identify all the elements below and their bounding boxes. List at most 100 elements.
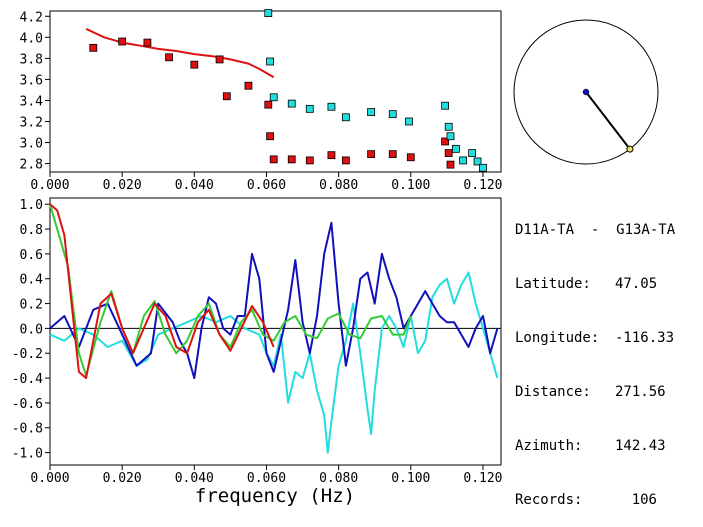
red-point <box>269 155 278 164</box>
red-point <box>444 149 453 157</box>
red-point <box>341 156 350 165</box>
info-value: 47.05 <box>615 276 658 292</box>
x-tick-label: 0.080 <box>319 471 358 486</box>
cyan-point <box>388 110 397 119</box>
x-tick-label: 0.040 <box>175 471 214 486</box>
x-tick-label: 0.100 <box>391 471 430 486</box>
x-tick-label: 0.000 <box>30 178 69 193</box>
compass-circle <box>513 19 659 165</box>
info-label: Azimuth: <box>515 438 583 454</box>
y-tick-label: 3.4 <box>20 94 44 109</box>
cyan-point <box>444 122 453 131</box>
red-point <box>244 81 253 90</box>
cyan-point <box>327 102 336 111</box>
x-tick-label: 0.100 <box>391 178 430 193</box>
azimuth-needle <box>585 91 631 150</box>
info-value: 271.56 <box>615 384 666 400</box>
correlation-plot-frame <box>49 197 502 466</box>
cyan-point <box>287 99 296 108</box>
cyan-point <box>266 57 274 66</box>
y-tick-label: 3.8 <box>20 52 43 67</box>
correlation-series <box>49 203 499 454</box>
cyan-point <box>405 117 413 126</box>
y-tick-label: 4.0 <box>20 31 43 46</box>
info-label: Records: <box>515 492 583 508</box>
y-tick-label: 3.2 <box>20 115 43 130</box>
y-tick-label: 3.6 <box>20 73 43 88</box>
y-tick-label: 0.4 <box>20 273 44 288</box>
station-info: D11A-TA - G13A-TA Latitude: 47.05 Longitu… <box>515 185 675 527</box>
azimuth-compass <box>513 19 659 165</box>
cyan-point <box>473 157 482 166</box>
red-point <box>165 53 173 62</box>
y-tick-label: -0.2 <box>12 347 43 362</box>
dispersion-y-axis: 2.8 3.0 3.2 3.4 3.6 3.8 4.0 4.2 <box>20 10 50 173</box>
y-tick-label: 0.6 <box>20 248 43 263</box>
red-point <box>222 92 231 101</box>
info-label: Distance: <box>515 384 591 400</box>
x-tick-label: 0.120 <box>463 178 502 193</box>
info-azimuth: Azimuth: 142.43 <box>515 437 675 455</box>
red-point <box>367 150 376 159</box>
y-tick-label: -0.8 <box>12 422 43 437</box>
info-longitude: Longitude: -116.33 <box>515 329 675 347</box>
red-point <box>143 38 152 47</box>
info-value: -116.33 <box>615 330 675 346</box>
red-point <box>388 150 397 159</box>
x-axis-label: frequency (Hz) <box>195 485 355 507</box>
station-pair: D11A-TA - G13A-TA <box>515 222 676 238</box>
red-point <box>287 155 296 164</box>
red-point <box>89 43 98 52</box>
y-tick-label: 1.0 <box>20 198 43 213</box>
compass-center-dot <box>582 88 590 96</box>
red-point <box>441 137 449 146</box>
correlation-y-axis: 1.0 0.8 0.6 0.4 0.2 0.0 -0.2 -0.4 -0.6 -0.8 -1.0 <box>12 198 50 462</box>
x-tick-label: 0.060 <box>247 178 286 193</box>
dispersion-plot-frame <box>49 10 502 173</box>
x-tick-label: 0.020 <box>103 178 142 193</box>
correlation-x-axis: 0.000 0.020 0.040 0.060 0.080 0.100 0.120 <box>30 465 503 486</box>
info-records: Records: 106 <box>515 491 675 509</box>
x-tick-label: 0.000 <box>30 471 69 486</box>
red-series-line <box>49 203 275 380</box>
y-tick-label: 3.0 <box>20 137 43 152</box>
y-tick-label: -1.0 <box>12 447 43 462</box>
red-point <box>190 60 199 69</box>
info-value: 142.43 <box>615 438 666 454</box>
cyan-point <box>269 93 278 102</box>
y-tick-label: 0.2 <box>20 298 43 313</box>
cyan-point <box>341 113 350 122</box>
y-tick-label: 0.8 <box>20 223 43 238</box>
red-series-line <box>85 27 275 79</box>
y-tick-label: 0.0 <box>20 322 43 337</box>
x-tick-label: 0.120 <box>463 471 502 486</box>
dispersion-panel: 2.8 3.0 3.2 3.4 3.6 3.8 4.0 4.2 0.000 0.020 0.040… <box>20 9 503 193</box>
y-tick-label: 2.8 <box>20 158 43 173</box>
y-tick-label: -0.4 <box>12 372 43 387</box>
x-tick-label: 0.040 <box>175 178 214 193</box>
x-tick-label: 0.060 <box>247 471 286 486</box>
red-point <box>264 100 273 109</box>
red-point <box>266 132 274 141</box>
x-tick-label: 0.080 <box>319 178 358 193</box>
azimuth-marker <box>626 145 634 153</box>
red-point <box>215 55 224 64</box>
cyan-point <box>305 104 314 113</box>
info-label: Latitude: <box>515 276 591 292</box>
y-tick-label: -0.6 <box>12 397 43 412</box>
dispersion-x-axis: 0.000 0.020 0.040 0.060 0.080 0.100 0.120 <box>30 172 503 193</box>
cyan-point <box>446 132 455 141</box>
red-point <box>446 160 455 169</box>
correlation-panel: 1.0 0.8 0.6 0.4 0.2 0.0 -0.2 -0.4 -0.6 -0.8 -1.0 0… <box>12 197 503 507</box>
red-point <box>327 151 336 160</box>
red-point <box>118 37 127 46</box>
x-tick-label: 0.020 <box>103 471 142 486</box>
blue-series-line <box>49 221 499 380</box>
cyan-point <box>468 149 477 157</box>
cyan-point <box>441 101 449 110</box>
red-point <box>305 156 314 165</box>
cyan-series-line <box>49 271 499 454</box>
red-point <box>406 153 415 162</box>
info-latitude: Latitude: 47.05 <box>515 275 675 293</box>
